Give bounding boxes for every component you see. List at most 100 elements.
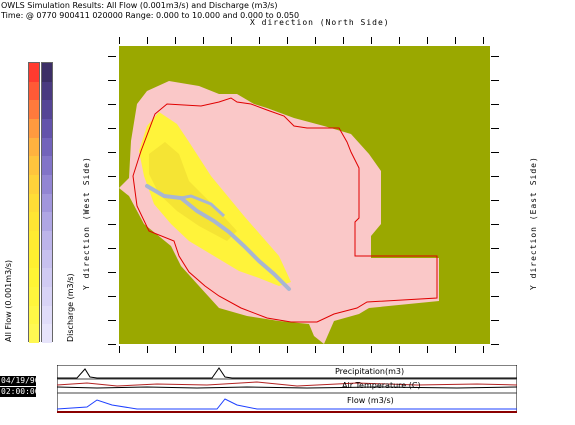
axis-tick (491, 56, 499, 57)
precip-label: Precipitation(m3) (335, 367, 405, 376)
all-flow-swatch (29, 193, 39, 213)
all-flow-swatch (29, 268, 39, 288)
axis-tick (483, 37, 484, 44)
discharge-swatch (42, 63, 52, 82)
precip-series (57, 367, 517, 379)
all-flow-swatch (29, 212, 39, 232)
axis-tick (491, 272, 499, 273)
axis-tick (108, 80, 116, 81)
axis-tick (119, 346, 120, 353)
axis-tick (231, 346, 232, 353)
discharge-swatch (42, 249, 52, 269)
timeseries-canvas (56, 364, 518, 414)
map-canvas (119, 46, 490, 344)
axis-tick (108, 104, 116, 105)
air-temp-label: Air Temperature (C) (342, 381, 421, 390)
y-axis-west-title: Y direction (West Side) (82, 156, 91, 290)
timeline-time: 02:00:00 (0, 387, 40, 397)
discharge-swatch (42, 156, 52, 176)
axis-tick (399, 346, 400, 353)
axis-tick (147, 346, 148, 353)
axis-tick (287, 346, 288, 353)
axis-tick (427, 346, 428, 353)
axis-tick (483, 346, 484, 353)
color-legend (28, 62, 54, 344)
flow-label: Flow (m3/s) (347, 396, 394, 405)
axis-tick (491, 152, 499, 153)
flow-series (56, 398, 517, 410)
discharge-legend-label: Discharge (m3/s) (66, 273, 75, 342)
all-flow-swatch (29, 305, 39, 325)
discharge-swatch (42, 305, 52, 325)
all-flow-swatch (29, 249, 39, 269)
axis-tick (491, 200, 499, 201)
x-axis-title: X direction (North Side) (250, 18, 390, 27)
watershed-boundary (132, 97, 438, 323)
discharge-swatch (42, 100, 52, 120)
discharge-swatch (42, 81, 52, 101)
discharge-color-scale (41, 62, 53, 344)
air-temp-series (56, 381, 518, 387)
all-flow-swatch (29, 231, 39, 250)
axis-tick (259, 346, 260, 353)
axis-tick (108, 200, 116, 201)
axis-tick (491, 320, 499, 321)
watershed-map[interactable] (119, 46, 490, 344)
axis-tick (108, 176, 116, 177)
axis-tick (371, 346, 372, 353)
axis-tick (119, 37, 120, 44)
discharge-swatch (42, 324, 52, 344)
axis-tick (491, 344, 499, 345)
all-flow-swatch (29, 156, 39, 176)
axis-tick (108, 248, 116, 249)
axis-tick (108, 224, 116, 225)
axis-tick (491, 224, 499, 225)
flow-region-inner (149, 142, 237, 241)
axis-tick (108, 272, 116, 273)
discharge-swatch (42, 175, 52, 194)
axis-tick (203, 346, 204, 353)
axis-tick (108, 296, 116, 297)
all-flow-swatch (29, 63, 39, 82)
axis-tick (315, 346, 316, 353)
all-flow-swatch (29, 324, 39, 344)
timeline-date: 04/19/90 (0, 376, 40, 386)
axis-tick (259, 37, 260, 44)
all-flow-color-scale (28, 62, 40, 344)
all-flow-legend-label: All Flow (0.001m3/s) (4, 259, 13, 342)
axis-tick (491, 80, 499, 81)
all-flow-swatch (29, 81, 39, 101)
axis-tick (231, 37, 232, 44)
axis-tick (399, 37, 400, 44)
axis-tick (108, 344, 116, 345)
discharge-swatch (42, 287, 52, 306)
all-flow-swatch (29, 100, 39, 120)
window-title: OWLS Simulation Results: All Flow (0.001… (1, 1, 278, 10)
timeseries-panel[interactable]: Precipitation(m3) Air Temperature (C) Fl… (56, 364, 518, 414)
axis-tick (491, 176, 499, 177)
discharge-swatch (42, 212, 52, 232)
discharge-swatch (42, 119, 52, 138)
axis-tick (108, 320, 116, 321)
axis-tick (108, 128, 116, 129)
axis-tick (371, 37, 372, 44)
axis-tick (147, 37, 148, 44)
discharge-swatch (42, 137, 52, 157)
discharge-swatch (42, 193, 52, 213)
axis-tick (455, 37, 456, 44)
river-branch (180, 194, 226, 218)
all-flow-swatch (29, 137, 39, 157)
axis-tick (343, 37, 344, 44)
air-temp-series-2 (56, 386, 518, 389)
axis-tick (108, 56, 116, 57)
all-flow-swatch (29, 175, 39, 194)
time-range-line: Time: @ 0770 900411 020000 Range: 0.000 … (1, 11, 300, 20)
all-flow-swatch (29, 119, 39, 138)
axis-tick (203, 37, 204, 44)
axis-tick (287, 37, 288, 44)
axis-tick (175, 346, 176, 353)
discharge-swatch (42, 231, 52, 250)
axis-tick (491, 248, 499, 249)
discharge-swatch (42, 268, 52, 288)
axis-tick (108, 152, 116, 153)
